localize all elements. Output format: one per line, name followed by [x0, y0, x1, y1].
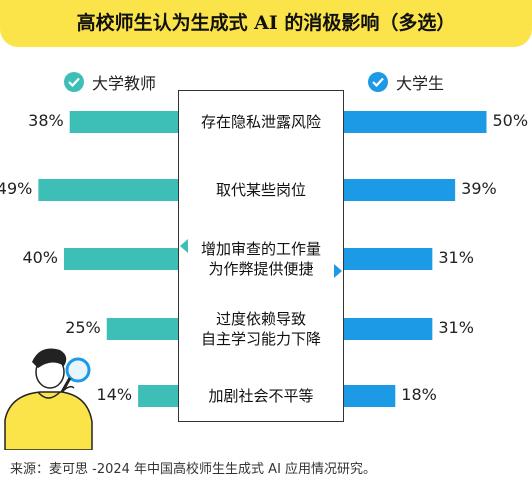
value-label-student: 31% — [438, 318, 474, 337]
legend-student-label: 大学生 — [396, 74, 445, 93]
bar-student — [344, 318, 433, 340]
value-label-student: 39% — [461, 179, 497, 198]
check-icon — [368, 72, 388, 92]
category-label-line: 加剧社会不平等 — [208, 387, 314, 405]
chart-title: 高校师生认为生成式 AI 的消极影响（多选） — [76, 12, 456, 34]
category-label-line: 过度依赖导致 — [215, 310, 306, 328]
legend-teacher: 大学教师 — [64, 70, 156, 94]
category-label-line: 自主学习能力下降 — [200, 330, 321, 348]
legend-teacher-label: 大学教师 — [92, 74, 157, 93]
right-arrow-icon — [334, 264, 342, 278]
category-label: 存在隐私泄露风险 — [178, 112, 344, 132]
category-label: 取代某些岗位 — [178, 180, 344, 200]
bar-teacher — [69, 111, 178, 133]
check-icon — [64, 72, 84, 92]
value-label-teacher: 40% — [22, 248, 58, 267]
value-label-teacher: 14% — [96, 385, 133, 404]
title-bar — [0, 0, 532, 47]
left-arrow-icon — [180, 239, 188, 253]
category-label-line: 取代某些岗位 — [215, 181, 306, 199]
value-label-student: 50% — [492, 111, 529, 130]
category-label-line: 为作弊提供便捷 — [208, 260, 314, 278]
bar-teacher — [138, 385, 178, 407]
bar-student — [344, 385, 396, 407]
value-label-teacher: 49% — [0, 179, 33, 198]
category-label-line: 存在隐私泄露风险 — [200, 113, 321, 131]
bar-student — [344, 179, 456, 201]
category-label: 增加审查的工作量 为作弊提供便捷 — [178, 239, 344, 279]
category-label-line: 增加审查的工作量 — [200, 240, 321, 258]
value-label-student: 31% — [438, 248, 474, 267]
category-label: 加剧社会不平等 — [178, 386, 344, 406]
person-with-magnifier-illustration — [4, 348, 93, 450]
bar-student — [344, 111, 487, 133]
category-label: 过度依赖导致 自主学习能力下降 — [178, 309, 344, 349]
bar-teacher — [64, 248, 178, 270]
bar-teacher — [38, 179, 178, 201]
bar-teacher — [106, 318, 178, 340]
value-label-student: 18% — [401, 385, 437, 404]
value-label-teacher: 38% — [28, 111, 64, 130]
bar-student — [344, 248, 433, 270]
value-label-teacher: 25% — [65, 318, 101, 337]
legend-student: 大学生 — [368, 70, 444, 94]
source-note: 来源：麦可思 -2024 年中国高校师生生成式 AI 应用情况研究。 — [10, 462, 377, 477]
category-panel — [178, 90, 344, 422]
